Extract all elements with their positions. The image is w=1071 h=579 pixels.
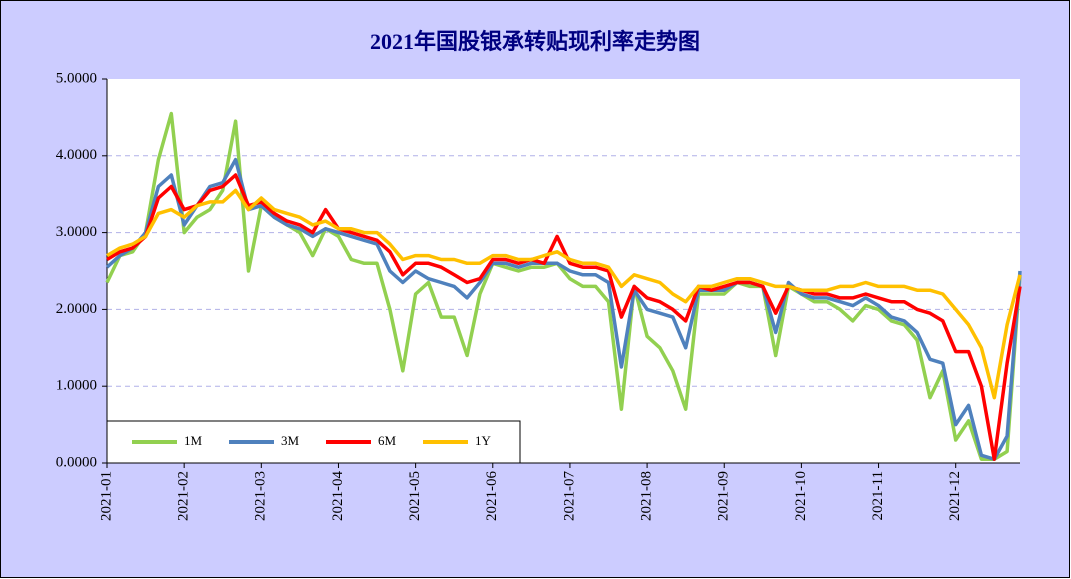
x-tick-label: 2021-11 [870, 471, 886, 520]
y-tick-label: 0.0000 [56, 454, 97, 470]
x-tick-label: 2021-03 [253, 471, 269, 521]
chart-title: 2021年国股银承转贴现利率走势图 [370, 29, 700, 54]
x-tick-label: 2021-05 [407, 471, 423, 521]
legend-label: 1M [184, 433, 203, 448]
x-tick-label: 2021-06 [484, 471, 500, 521]
x-tick-label: 2021-04 [330, 471, 346, 521]
x-tick-label: 2021-07 [561, 471, 577, 521]
series-line [105, 157, 1022, 461]
y-tick-label: 3.0000 [56, 224, 97, 240]
y-tick-label: 2.0000 [56, 301, 97, 317]
y-tick-label: 1.0000 [56, 378, 97, 394]
x-tick-label: 2021-09 [716, 471, 732, 521]
legend-label: 1Y [475, 433, 492, 448]
y-tick-label: 5.0000 [56, 70, 97, 86]
y-tick-label: 4.0000 [56, 147, 97, 163]
x-tick-label: 2021-10 [793, 471, 809, 521]
legend-label: 3M [281, 433, 300, 448]
x-tick-label: 2021-01 [98, 471, 114, 521]
x-tick-label: 2021-08 [639, 471, 655, 521]
series-line [106, 173, 1022, 461]
legend-label: 6M [378, 433, 397, 448]
series-line [106, 188, 1022, 400]
x-tick-label: 2021-12 [947, 471, 963, 521]
x-tick-label: 2021-02 [176, 471, 192, 521]
series-line [105, 111, 1022, 461]
